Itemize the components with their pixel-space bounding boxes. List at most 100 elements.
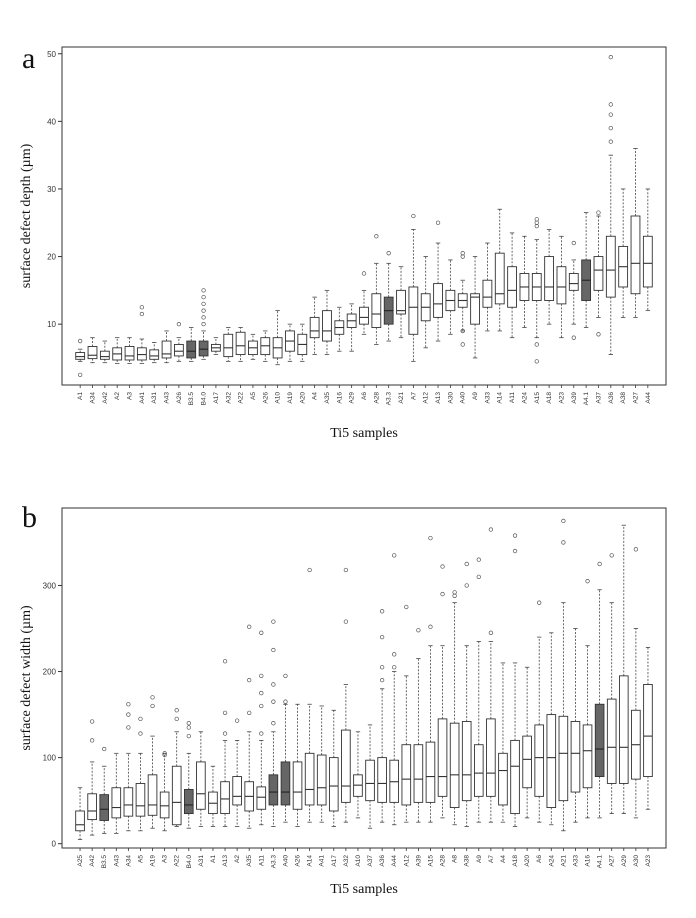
x-tick-label: A39 <box>571 392 578 404</box>
x-tick-label: A4.1 <box>597 855 604 869</box>
outlier-point <box>404 604 409 610</box>
box-A5: A5 <box>248 333 258 400</box>
y-tick-label: 40 <box>47 117 56 126</box>
box-A22: A22 <box>171 708 182 867</box>
x-tick-label: A10 <box>355 855 362 867</box>
outlier-point <box>428 535 433 541</box>
box-A8: A8 <box>449 590 460 863</box>
x-tick-label: B3.5 <box>101 855 108 869</box>
x-tick-label: A38 <box>620 392 627 404</box>
box-A40: A40 <box>280 673 291 867</box>
box-iqr <box>159 791 170 819</box>
x-tick-label: B4.0 <box>201 392 208 406</box>
outlier-point <box>162 751 167 756</box>
outlier-point <box>201 322 206 327</box>
box-iqr <box>365 759 375 802</box>
box-iqr <box>522 735 532 789</box>
outlier-point <box>464 561 469 567</box>
box-iqr <box>544 256 554 301</box>
box-iqr <box>99 794 110 821</box>
outlier-point <box>174 716 179 722</box>
x-tick-label: A23 <box>558 392 565 404</box>
outlier-point <box>392 652 397 657</box>
outlier-point <box>271 682 276 687</box>
box-A19: A19 <box>285 323 295 404</box>
box-A5: A5 <box>135 716 146 863</box>
x-tick-label: A26 <box>176 392 183 404</box>
box-iqr <box>75 810 85 832</box>
box-A29: A29 <box>346 303 357 404</box>
outlier-point <box>259 673 264 678</box>
x-tick-label: A3 <box>162 855 169 863</box>
box-A18: A18 <box>510 533 520 867</box>
x-tick-label: B4.0 <box>186 855 193 869</box>
box-A26: A26 <box>292 703 303 867</box>
box-iqr <box>482 279 493 308</box>
box-iqr <box>498 752 508 806</box>
outlier-point <box>201 288 206 293</box>
x-tick-label: A28 <box>373 392 380 404</box>
box-iqr <box>371 293 382 328</box>
box-A34: A34 <box>87 337 98 404</box>
box-A23: A23 <box>643 647 653 867</box>
outlier-point <box>440 591 445 597</box>
box-iqr <box>534 724 545 797</box>
box-iqr <box>494 252 505 305</box>
box-A21: A21 <box>396 266 406 404</box>
box-iqr <box>593 256 604 291</box>
outlier-point <box>596 210 601 215</box>
outlier-point <box>343 619 349 624</box>
outlier-point <box>271 619 276 624</box>
outlier-point <box>608 139 613 144</box>
y-axis-title: surface defect width (µm) <box>19 605 34 751</box>
x-tick-label: A38 <box>464 855 471 867</box>
y-tick-label: 200 <box>43 668 57 677</box>
box-A3.3: A3.3 <box>268 619 279 868</box>
box-iqr <box>377 757 387 803</box>
outlier-point <box>307 567 312 573</box>
x-tick-label: A42 <box>89 855 96 867</box>
box-A19: A19 <box>147 695 158 867</box>
x-tick-label: A12 <box>423 392 430 404</box>
outlier-point <box>534 359 539 364</box>
outlier-point <box>374 234 379 239</box>
box-A22: A22 <box>235 327 246 404</box>
outlier-point <box>247 624 252 629</box>
box-A41: A41 <box>136 305 147 404</box>
outlier-point <box>534 217 539 222</box>
x-tick-label: A1 <box>210 855 217 863</box>
outlier-point <box>343 567 349 573</box>
x-tick-label: A35 <box>246 855 253 867</box>
box-A41: A41 <box>316 705 327 867</box>
x-tick-label: A9 <box>476 855 483 863</box>
outlier-point <box>259 731 264 736</box>
box-A28: A28 <box>437 564 448 867</box>
outlier-point <box>428 624 433 629</box>
box-iqr <box>582 724 593 789</box>
x-tick-label: A19 <box>150 855 157 867</box>
x-tick-label: A7 <box>488 855 495 863</box>
box-iqr <box>546 714 557 808</box>
x-tick-label: A23 <box>645 855 652 867</box>
box-iqr <box>359 306 369 325</box>
y-tick-label: 0 <box>52 840 57 849</box>
box-iqr <box>473 744 484 797</box>
box-A15: A15 <box>531 217 542 404</box>
box-A13: A13 <box>433 220 443 404</box>
box-A32: A32 <box>341 567 351 867</box>
x-tick-label: A27 <box>632 392 639 404</box>
box-iqr <box>183 789 194 815</box>
outlier-point <box>416 628 421 633</box>
outlier-point <box>138 716 143 722</box>
box-A26: A26 <box>260 330 271 404</box>
box-iqr <box>309 316 320 339</box>
box-A20: A20 <box>522 666 532 867</box>
box-A15: A15 <box>425 535 436 867</box>
outlier-point <box>452 593 457 598</box>
box-iqr <box>87 346 98 360</box>
box-A27: A27 <box>606 553 617 867</box>
outlier-point <box>102 746 107 752</box>
x-tick-label: A24 <box>548 855 555 867</box>
x-tick-label: A29 <box>349 392 356 404</box>
